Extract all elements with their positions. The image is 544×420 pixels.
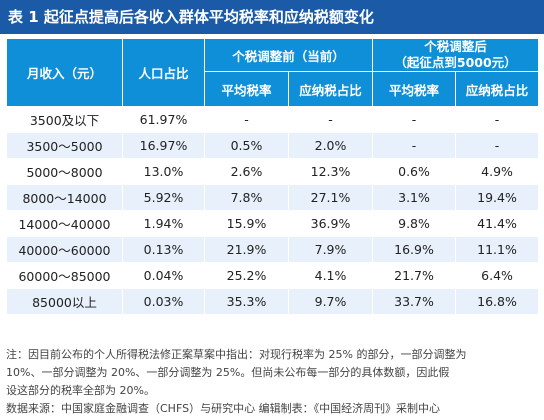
cell-income: 85000以上 xyxy=(6,288,123,315)
cell-income: 14000～40000 xyxy=(6,210,123,237)
table-row: 8000～14000 5.92% 7.8% 27.1% 3.1% 19.4% xyxy=(6,184,540,211)
cell-income: 8000～14000 xyxy=(6,184,123,211)
cell-after-avg: - xyxy=(372,106,457,133)
header-income: 月收入（元） xyxy=(6,38,123,107)
cell-after-share: 16.8% xyxy=(455,288,540,315)
header-population: 人口占比 xyxy=(122,38,205,107)
cell-before-share: 27.1% xyxy=(287,184,374,211)
cell-population: 5.92% xyxy=(122,184,205,211)
cell-after-share: 41.4% xyxy=(455,210,540,237)
table-row: 60000～85000 0.04% 25.2% 4.1% 21.7% 6.4% xyxy=(6,262,540,289)
tax-rate-table: 月收入（元） 人口占比 个税调整前（当前） 个税调整后 （起征点到5000元） … xyxy=(6,38,540,315)
cell-before-share: 9.7% xyxy=(287,288,374,315)
cell-income: 3500及以下 xyxy=(6,106,123,133)
cell-income: 60000～85000 xyxy=(6,262,123,289)
cell-after-avg: 16.9% xyxy=(372,236,457,263)
cell-income: 5000～8000 xyxy=(6,158,123,185)
header-after-line2: （起征点到5000元） xyxy=(394,55,517,70)
cell-after-share: - xyxy=(455,132,540,159)
table-row: 85000以上 0.03% 35.3% 9.7% 33.7% 16.8% xyxy=(6,288,540,315)
cell-before-avg: - xyxy=(204,106,289,133)
cell-after-avg: 9.8% xyxy=(372,210,457,237)
table-row: 3500～5000 16.97% 0.5% 2.0% - - xyxy=(6,132,540,159)
cell-population: 16.97% xyxy=(122,132,205,159)
cell-after-avg: - xyxy=(372,132,457,159)
cell-before-share: 12.3% xyxy=(287,158,374,185)
header-before-group: 个税调整前（当前） xyxy=(203,38,374,72)
cell-before-share: 36.9% xyxy=(287,210,374,237)
cell-after-avg: 33.7% xyxy=(372,288,457,315)
table-title: 表 1 起征点提高后各收入群体平均税率和应纳税额变化 xyxy=(0,0,544,34)
cell-before-avg: 35.3% xyxy=(204,288,289,315)
cell-before-avg: 7.8% xyxy=(204,184,289,211)
cell-before-share: 4.1% xyxy=(287,262,374,289)
header-after-group: 个税调整后 （起征点到5000元） xyxy=(372,38,540,72)
cell-after-share: 11.1% xyxy=(455,236,540,263)
cell-before-avg: 2.6% xyxy=(204,158,289,185)
header-before-tax-share: 应纳税占比 xyxy=(287,71,374,107)
header-after-line1: 个税调整后 xyxy=(424,39,487,55)
cell-after-avg: 0.6% xyxy=(372,158,457,185)
cell-before-avg: 15.9% xyxy=(204,210,289,237)
cell-population: 13.0% xyxy=(122,158,205,185)
cell-before-share: 2.0% xyxy=(287,132,374,159)
table-row: 14000～40000 1.94% 15.9% 36.9% 9.8% 41.4% xyxy=(6,210,540,237)
source-line: 数据来源：中国家庭金融调查（CHFS）与研究中心 编辑制表：《中国经济周刊》采制… xyxy=(6,402,441,415)
cell-after-share: - xyxy=(455,106,540,133)
cell-population: 1.94% xyxy=(122,210,205,237)
cell-before-avg: 21.9% xyxy=(204,236,289,263)
cell-before-share: - xyxy=(287,106,374,133)
cell-population: 0.03% xyxy=(122,288,205,315)
cell-before-share: 7.9% xyxy=(287,236,374,263)
cell-before-avg: 0.5% xyxy=(204,132,289,159)
cell-population: 61.97% xyxy=(122,106,205,133)
header-after-tax-share: 应纳税占比 xyxy=(455,71,540,107)
cell-after-avg: 21.7% xyxy=(372,262,457,289)
note-line: 注：因目前公布的个人所得税法修正案草案中指出：对现行税率为 25% 的部分，一部… xyxy=(6,348,467,361)
note-line: 设这部分的税率全部为 20%。 xyxy=(6,384,155,397)
header-before-avg-rate: 平均税率 xyxy=(204,71,289,107)
cell-income: 40000～60000 xyxy=(6,236,123,263)
cell-population: 0.13% xyxy=(122,236,205,263)
cell-after-share: 6.4% xyxy=(455,262,540,289)
table-row: 40000～60000 0.13% 21.9% 7.9% 16.9% 11.1% xyxy=(6,236,540,263)
cell-income: 3500～5000 xyxy=(6,132,123,159)
footnote: 注：因目前公布的个人所得税法修正案草案中指出：对现行税率为 25% 的部分，一部… xyxy=(6,346,540,418)
cell-population: 0.04% xyxy=(122,262,205,289)
cell-after-share: 4.9% xyxy=(455,158,540,185)
cell-before-avg: 25.2% xyxy=(204,262,289,289)
cell-after-avg: 3.1% xyxy=(372,184,457,211)
note-line: 10%、一部分调整为 20%、一部分调整为 25%。但尚未公布每一部分的具体数额… xyxy=(6,366,450,379)
table-row: 3500及以下 61.97% - - - - xyxy=(6,106,540,133)
cell-after-share: 19.4% xyxy=(455,184,540,211)
header-after-avg-rate: 平均税率 xyxy=(372,71,457,107)
table-row: 5000～8000 13.0% 2.6% 12.3% 0.6% 4.9% xyxy=(6,158,540,185)
